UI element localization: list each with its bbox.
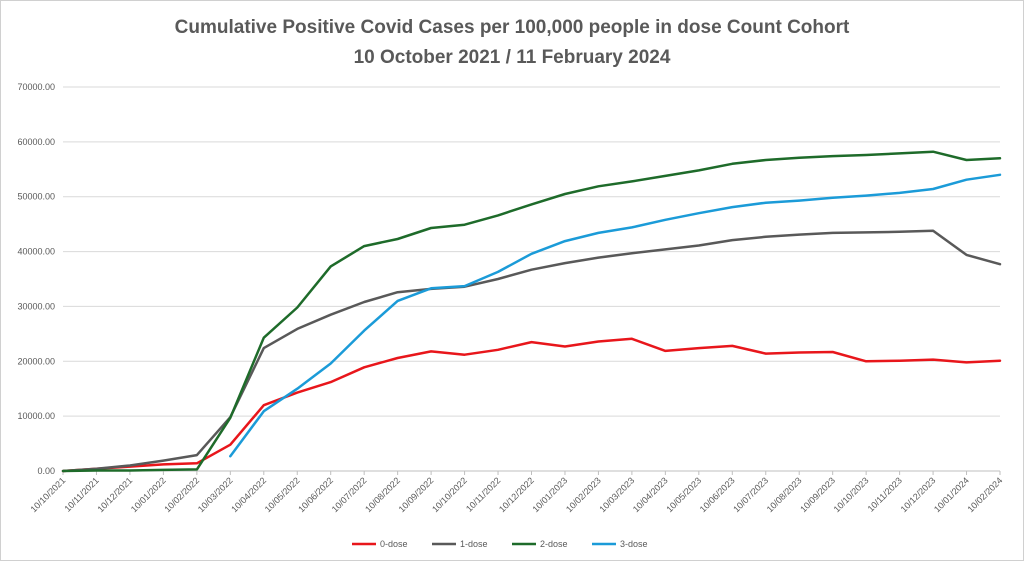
x-tick-label: 10/04/2022	[229, 475, 268, 514]
x-tick-label: 10/02/2023	[564, 475, 603, 514]
legend-label: 0-dose	[380, 539, 408, 549]
x-tick-label: 10/07/2023	[731, 475, 770, 514]
series-line-0-dose	[61, 337, 1002, 473]
y-tick-label: 0.00	[37, 466, 55, 476]
x-tick-label: 10/12/2023	[899, 475, 938, 514]
y-tick-label: 30000.00	[17, 301, 55, 311]
legend: 0-dose 1-dose 2-dose 3-dose	[352, 539, 648, 549]
x-tick-label: 10/12/2022	[497, 475, 536, 514]
legend-label: 2-dose	[540, 539, 568, 549]
y-tick-label: 20000.00	[17, 356, 55, 366]
x-tick-label: 10/06/2023	[698, 475, 737, 514]
y-tick-label: 10000.00	[17, 411, 55, 421]
x-tick-label: 10/03/2022	[196, 475, 235, 514]
x-tick-label: 10/10/2023	[832, 475, 871, 514]
y-tick-label: 50000.00	[17, 192, 55, 202]
y-tick-label: 60000.00	[17, 137, 55, 147]
chart-title: Cumulative Positive Covid Cases per 100,…	[175, 17, 850, 38]
x-tick-label: 10/07/2022	[330, 475, 369, 514]
x-tick-label: 10/03/2023	[597, 475, 636, 514]
x-axis-ticks: 10/10/202110/11/202110/12/202110/01/2022…	[28, 471, 1004, 514]
x-tick-label: 10/09/2023	[798, 475, 837, 514]
gridlines	[63, 86, 1000, 472]
x-tick-label: 10/05/2022	[263, 475, 302, 514]
x-tick-label: 10/06/2022	[296, 475, 335, 514]
y-tick-label: 40000.00	[17, 247, 55, 257]
x-tick-label: 10/01/2024	[932, 475, 971, 514]
legend-label: 1-dose	[460, 539, 488, 549]
series-line-3-dose	[229, 173, 1002, 458]
x-tick-label: 10/05/2023	[664, 475, 703, 514]
x-tick-label: 10/09/2022	[397, 475, 436, 514]
x-tick-label: 10/08/2023	[765, 475, 804, 514]
x-tick-label: 10/01/2023	[530, 475, 569, 514]
legend-label: 3-dose	[620, 539, 648, 549]
x-tick-label: 10/01/2022	[129, 475, 168, 514]
series-lines	[61, 150, 1002, 473]
x-tick-label: 10/04/2023	[631, 475, 670, 514]
chart-subtitle: 10 October 2021 / 11 February 2024	[354, 47, 671, 68]
x-tick-label: 10/10/2021	[28, 475, 67, 514]
x-tick-label: 10/08/2022	[363, 475, 402, 514]
series-line-2-dose	[61, 150, 1002, 473]
x-tick-label: 10/12/2021	[95, 475, 134, 514]
x-tick-label: 10/10/2022	[430, 475, 469, 514]
y-tick-label: 70000.00	[17, 82, 55, 92]
series-line-1-dose	[61, 229, 1002, 473]
x-tick-label: 10/02/2024	[965, 475, 1004, 514]
x-tick-label: 10/02/2022	[162, 475, 201, 514]
y-axis-ticks: 0.00 10000.00 20000.00 30000.00 40000.00 5000…	[17, 82, 55, 476]
